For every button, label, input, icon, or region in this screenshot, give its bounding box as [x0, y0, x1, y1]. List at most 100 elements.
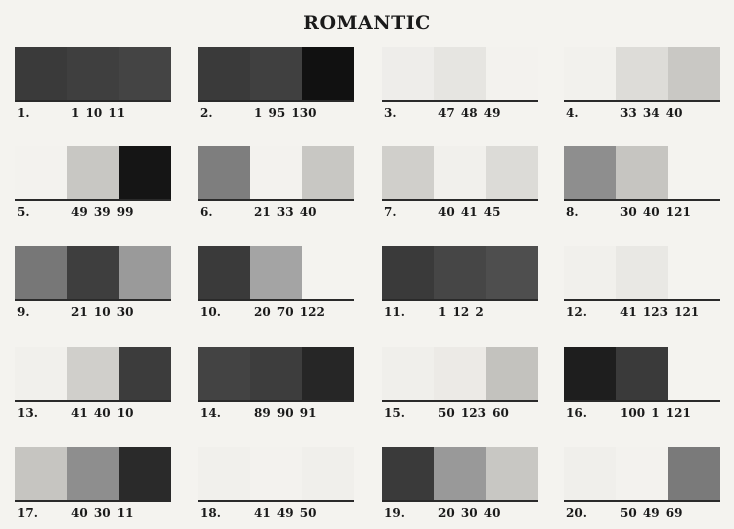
color-swatch [434, 447, 486, 500]
color-swatch [668, 146, 720, 199]
color-swatch [434, 347, 486, 400]
swatch-codes: 41 40 10 [71, 406, 134, 420]
color-strip [198, 447, 354, 500]
swatch-codes: 33 34 40 [620, 106, 683, 120]
color-strip [382, 447, 538, 500]
swatch-codes: 40 30 11 [71, 506, 134, 520]
swatch-codes: 40 41 45 [438, 205, 501, 219]
swatch-number: 17. [17, 506, 38, 520]
swatch-number: 11. [384, 305, 405, 319]
swatch-card: 16. 100 1 121 [564, 347, 720, 429]
color-swatch [564, 146, 616, 199]
swatch-card: 6. 21 33 40 [198, 146, 354, 228]
color-swatch [302, 246, 354, 299]
swatch-number: 5. [17, 205, 30, 219]
swatch-card: 4. 33 34 40 [564, 47, 720, 129]
swatch-card: 18. 41 49 50 [198, 447, 354, 529]
color-swatch [119, 447, 171, 500]
color-swatch [198, 47, 250, 100]
swatch-codes: 1 12 2 [438, 305, 484, 319]
swatch-card: 15. 50 123 60 [382, 347, 538, 429]
color-swatch [616, 246, 668, 299]
swatch-card: 11. 1 12 2 [382, 246, 538, 328]
swatch-card: 12. 41 123 121 [564, 246, 720, 328]
color-swatch [119, 246, 171, 299]
color-swatch [434, 47, 486, 100]
baseline-rule [198, 500, 354, 502]
color-swatch [486, 47, 538, 100]
color-swatch [486, 347, 538, 400]
color-swatch [15, 47, 67, 100]
baseline-rule [564, 299, 720, 301]
swatch-card: 2. 1 95 130 [198, 47, 354, 129]
baseline-rule [382, 500, 538, 502]
swatch-number: 20. [566, 506, 587, 520]
color-swatch [15, 447, 67, 500]
color-swatch [119, 347, 171, 400]
color-swatch [668, 447, 720, 500]
swatch-card: 14. 89 90 91 [198, 347, 354, 429]
color-swatch [382, 347, 434, 400]
swatch-codes: 30 40 121 [620, 205, 691, 219]
swatch-card: 20. 50 49 69 [564, 447, 720, 529]
swatch-number: 10. [200, 305, 221, 319]
baseline-rule [198, 100, 354, 102]
color-swatch [67, 146, 119, 199]
swatch-card: 19. 20 30 40 [382, 447, 538, 529]
swatch-codes: 41 123 121 [620, 305, 700, 319]
baseline-rule [15, 299, 171, 301]
baseline-rule [198, 199, 354, 201]
color-swatch [564, 47, 616, 100]
color-swatch [250, 347, 302, 400]
swatch-number: 13. [17, 406, 38, 420]
color-swatch [67, 447, 119, 500]
swatch-codes: 21 10 30 [71, 305, 134, 319]
color-swatch [486, 246, 538, 299]
color-swatch [198, 246, 250, 299]
swatch-number: 9. [17, 305, 30, 319]
swatch-number: 1. [17, 106, 30, 120]
color-strip [15, 246, 171, 299]
color-swatch [250, 246, 302, 299]
baseline-rule [382, 100, 538, 102]
color-strip [198, 47, 354, 100]
baseline-rule [198, 299, 354, 301]
color-strip [564, 246, 720, 299]
color-strip [382, 146, 538, 199]
color-swatch [302, 447, 354, 500]
color-swatch [250, 447, 302, 500]
baseline-rule [15, 400, 171, 402]
color-swatch [668, 347, 720, 400]
color-strip [198, 347, 354, 400]
color-swatch [382, 246, 434, 299]
color-swatch [15, 146, 67, 199]
color-strip [198, 146, 354, 199]
swatch-number: 4. [566, 106, 579, 120]
color-strip [15, 146, 171, 199]
color-strip [564, 347, 720, 400]
swatch-card: 13. 41 40 10 [15, 347, 171, 429]
swatch-card: 7. 40 41 45 [382, 146, 538, 228]
swatch-codes: 100 1 121 [620, 406, 691, 420]
baseline-rule [15, 199, 171, 201]
color-strip [382, 47, 538, 100]
swatch-number: 7. [384, 205, 397, 219]
color-swatch [15, 347, 67, 400]
color-strip [382, 246, 538, 299]
color-strip [382, 347, 538, 400]
swatch-codes: 1 95 130 [254, 106, 317, 120]
baseline-rule [382, 199, 538, 201]
color-swatch [616, 347, 668, 400]
color-swatch [250, 47, 302, 100]
color-swatch [668, 47, 720, 100]
swatch-card: 9. 21 10 30 [15, 246, 171, 328]
color-strip [198, 246, 354, 299]
swatch-number: 14. [200, 406, 221, 420]
swatch-card: 1. 1 10 11 [15, 47, 171, 129]
swatch-codes: 89 90 91 [254, 406, 317, 420]
color-swatch [250, 146, 302, 199]
color-swatch [434, 146, 486, 199]
color-strip [564, 146, 720, 199]
color-swatch [616, 447, 668, 500]
